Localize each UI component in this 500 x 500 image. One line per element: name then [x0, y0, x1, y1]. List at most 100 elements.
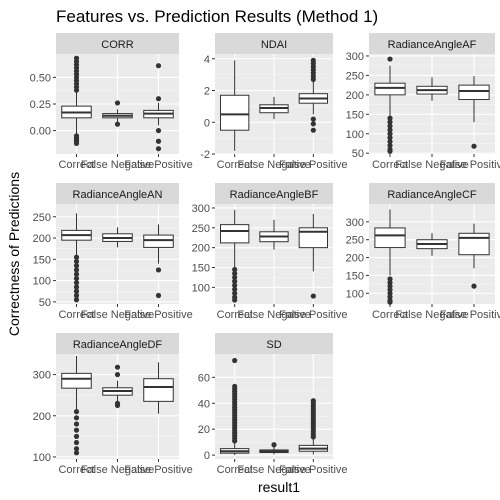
x-tick-label: False Negative — [395, 159, 468, 171]
outlier-point — [232, 297, 238, 303]
y-tick-label: 150 — [33, 254, 51, 266]
outlier-point — [387, 276, 393, 282]
outlier-point — [232, 278, 238, 284]
outlier-point — [387, 123, 393, 129]
box-radianceanglecf-false-positive — [458, 223, 490, 289]
box-corr-correct — [61, 55, 92, 146]
outlier-point — [387, 294, 393, 300]
x-axis-title: result1 — [258, 479, 300, 495]
outlier-point — [73, 254, 80, 260]
x-tick-label: False Positive — [124, 464, 192, 476]
chart-title: Features vs. Prediction Results (Method … — [56, 7, 378, 26]
facet-strip — [369, 183, 495, 204]
box-iqr — [143, 378, 174, 402]
x-tick-label: Correct — [58, 464, 94, 476]
box-iqr — [458, 232, 490, 256]
facet-radianceanglean: RadianceAngleAN50100150200250CorrectFals… — [33, 183, 193, 321]
y-tick-label: 50 — [352, 148, 364, 160]
box-iqr — [143, 234, 174, 248]
box-radianceangledf-correct — [61, 356, 92, 456]
box-iqr — [374, 227, 406, 249]
x-tick-label: False Positive — [440, 159, 500, 171]
x-tick-label: Correct — [58, 309, 94, 321]
outlier-point — [155, 292, 162, 299]
y-tick-label: 100 — [346, 129, 364, 141]
outlier-point — [387, 119, 393, 125]
box-iqr — [374, 82, 406, 96]
outlier-point — [73, 284, 80, 290]
y-tick-label: 100 — [33, 452, 51, 464]
x-tick-label: Correct — [217, 309, 253, 321]
outlier-point — [73, 140, 80, 146]
outlier-point — [387, 115, 393, 121]
facet-strip — [56, 183, 179, 204]
y-tick-label: 250 — [346, 70, 364, 82]
facet-radianceangleaf: RadianceAngleAF50100150200250300CorrectF… — [346, 33, 500, 171]
box-iqr — [61, 372, 92, 389]
outlier-point — [73, 288, 80, 294]
outlier-point — [73, 439, 80, 446]
y-tick-label: 0 — [204, 450, 210, 462]
y-tick-label: 300 — [33, 370, 51, 382]
outlier-point — [114, 121, 121, 127]
outlier-point — [271, 442, 277, 448]
y-tick-label: 250 — [33, 212, 51, 224]
box-radianceangleaf-false-negative — [416, 77, 448, 101]
y-tick-label: 100 — [346, 288, 364, 300]
outlier-point — [155, 63, 162, 69]
x-tick-label: Correct — [372, 159, 408, 171]
x-tick-label: False Negative — [81, 464, 154, 476]
outlier-point — [232, 282, 238, 288]
y-tick-label: 200 — [192, 243, 210, 255]
box-radianceangledf-false-positive — [143, 362, 174, 414]
outlier-point — [387, 142, 393, 149]
x-tick-label: Correct — [372, 309, 408, 321]
outlier-point — [387, 135, 393, 141]
box-ndai-false-positive — [298, 57, 328, 133]
facet-radianceanglecf: RadianceAngleCF100150200250300CorrectFal… — [346, 183, 500, 321]
box-radianceanglecf-correct — [374, 209, 406, 305]
facet-strip — [215, 33, 333, 54]
facet-strip-label: CORR — [101, 39, 133, 51]
y-tick-label: 200 — [346, 90, 364, 102]
box-sd-correct — [220, 357, 250, 456]
facet-strip-label: NDAI — [261, 39, 287, 51]
outlier-point — [155, 146, 162, 152]
outlier-point — [73, 258, 80, 265]
outlier-point — [114, 100, 121, 106]
y-tick-label: -2 — [200, 149, 210, 161]
x-tick-label: Correct — [58, 159, 94, 171]
outlier-point — [471, 143, 477, 149]
outlier-point — [310, 121, 316, 127]
facet-strip — [369, 33, 495, 54]
outlier-point — [387, 299, 393, 305]
y-tick-label: 0.00 — [30, 126, 51, 138]
box-sd-false-positive — [298, 398, 328, 455]
outlier-point — [310, 293, 316, 299]
facet-strip-label: RadianceAngleDF — [73, 339, 163, 351]
box-radianceanglean-false-positive — [143, 224, 174, 299]
x-tick-label: False Positive — [124, 309, 192, 321]
outlier-point — [73, 275, 80, 282]
outlier-point — [232, 383, 238, 390]
box-radianceanglean-false-negative — [102, 227, 133, 248]
y-tick-label: 100 — [192, 282, 210, 294]
x-tick-label: Correct — [217, 159, 253, 171]
outlier-point — [232, 266, 238, 273]
outlier-point — [73, 280, 80, 286]
facet-radianceanglebf: RadianceAngleBF100150200250300CorrectFal… — [192, 183, 348, 321]
outlier-point — [155, 138, 162, 144]
outlier-point — [310, 127, 316, 133]
outlier-point — [310, 57, 316, 63]
y-tick-label: 300 — [192, 203, 210, 215]
outlier-point — [155, 96, 162, 102]
outlier-point — [387, 279, 393, 286]
box-radianceanglebf-false-negative — [259, 219, 289, 250]
outlier-point — [387, 148, 393, 154]
box-radianceangleaf-correct — [374, 56, 406, 154]
outlier-point — [73, 433, 80, 439]
box-radianceanglean-correct — [61, 213, 92, 303]
